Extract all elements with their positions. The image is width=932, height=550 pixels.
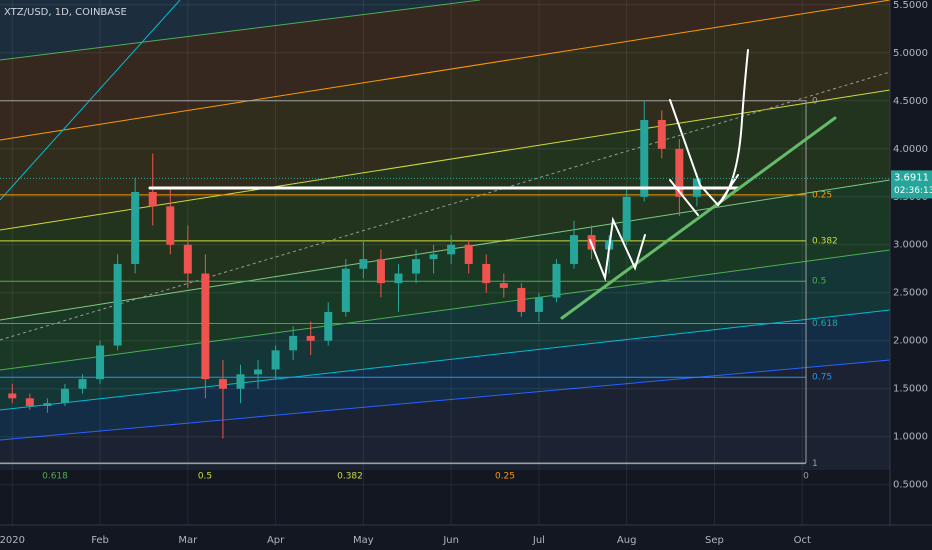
- fib-label: 0.25: [812, 190, 832, 200]
- y-tick-label: 0.5000: [893, 480, 928, 491]
- candle-body: [657, 119, 666, 149]
- candle-body: [622, 196, 631, 240]
- price-badge: [891, 170, 932, 199]
- candle-body: [8, 393, 17, 399]
- fib-label: 0.75: [812, 373, 832, 383]
- x-tick-label: Jul: [532, 535, 545, 546]
- fan-label: 0.25: [495, 472, 515, 482]
- candle-body: [131, 191, 140, 264]
- price-label: 3.6911: [894, 172, 929, 183]
- fan-label: 0.5: [198, 472, 212, 482]
- candle-body: [78, 379, 87, 389]
- fib-label: 0: [812, 96, 818, 106]
- price-scale: [890, 0, 932, 550]
- y-tick-label: 4.0000: [893, 144, 928, 155]
- x-tick-label: Mar: [178, 535, 198, 546]
- y-tick-label: 5.0000: [893, 48, 928, 59]
- fib-label: 0.5: [812, 277, 826, 287]
- x-tick-label: Feb: [91, 535, 109, 546]
- candle-body: [429, 254, 438, 260]
- y-tick-label: 2.0000: [893, 336, 928, 347]
- candle-body: [394, 273, 403, 284]
- candle-body: [640, 119, 649, 197]
- candle-body: [324, 311, 333, 341]
- y-tick-label: 4.5000: [893, 96, 928, 107]
- candle-body: [60, 388, 69, 404]
- x-tick-label: Oct: [794, 535, 811, 546]
- candle-body: [254, 369, 263, 375]
- candle-body: [43, 403, 52, 406]
- candle-body: [412, 259, 421, 274]
- chart-title: XTZ/USD, 1D, COINBASE: [4, 7, 127, 18]
- candle-body: [96, 345, 105, 380]
- candle-body: [359, 259, 368, 269]
- candle-body: [166, 206, 175, 245]
- candles: [8, 100, 701, 439]
- candle-body: [376, 259, 385, 284]
- fib-label: 1: [812, 459, 818, 469]
- candle-body: [236, 374, 245, 389]
- candle-body: [482, 263, 491, 284]
- candle-body: [552, 263, 561, 298]
- x-tick-label: Jun: [442, 535, 459, 546]
- y-tick-label: 1.5000: [893, 384, 928, 395]
- x-tick-label: 2020: [0, 535, 25, 546]
- candle-body: [534, 297, 543, 312]
- candle-body: [25, 398, 34, 406]
- candle-body: [201, 273, 210, 380]
- countdown-label: 02:36:13: [894, 186, 932, 196]
- x-tick-label: Sep: [705, 535, 724, 546]
- fan-label: 0: [803, 472, 809, 482]
- candle-body: [341, 268, 350, 312]
- candle-body: [113, 263, 122, 346]
- drawings: [148, 49, 837, 320]
- candle-body: [306, 335, 315, 341]
- candle-body: [675, 148, 684, 197]
- y-tick-label: 2.5000: [893, 288, 928, 299]
- x-tick-label: May: [353, 535, 374, 546]
- y-tick-label: 5.5000: [893, 0, 928, 11]
- fib-levels: 0 0.25 0.382 0.5 0.618 0.75 1 0.618 0.5 0.382 0.25…: [0, 96, 838, 482]
- candle-body: [218, 379, 227, 389]
- fan-label: 0.382: [337, 472, 363, 482]
- y-tick-label: 1.0000: [893, 432, 928, 443]
- candle-body: [183, 244, 192, 274]
- candle-body: [570, 235, 579, 264]
- x-tick-label: Aug: [617, 535, 637, 546]
- fan-label: 0.618: [42, 472, 68, 482]
- candle-body: [517, 287, 526, 312]
- x-tick-label: Apr: [267, 535, 285, 546]
- candle-body: [499, 283, 508, 288]
- candle-body: [464, 244, 473, 264]
- candle-body: [447, 244, 456, 255]
- fib-label: 0.618: [812, 319, 838, 329]
- candle-body: [289, 335, 298, 351]
- candle-body: [271, 350, 280, 370]
- y-tick-label: 3.0000: [893, 240, 928, 251]
- candle-body: [148, 191, 157, 207]
- fib-label: 0.382: [812, 236, 838, 246]
